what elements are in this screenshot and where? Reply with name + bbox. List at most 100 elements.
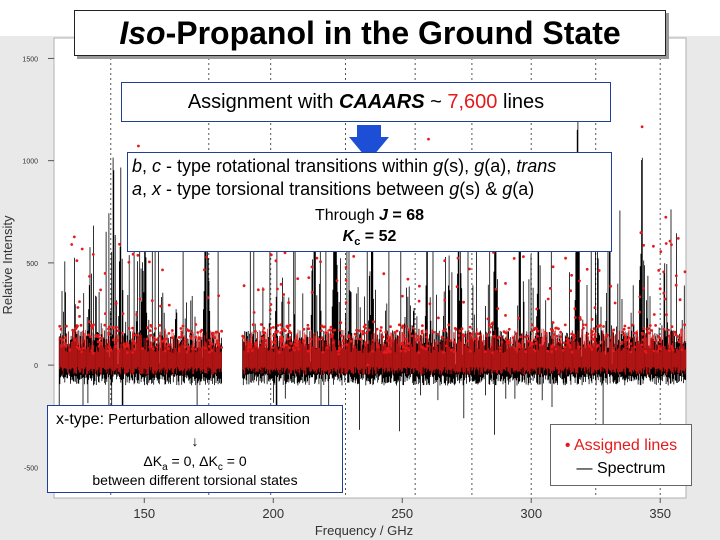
assigned-line-point (163, 349, 167, 353)
assigned-line-point (283, 251, 287, 255)
assigned-line-point (570, 350, 574, 354)
info-g: g (433, 156, 444, 176)
assigned-line-point (149, 333, 153, 337)
assigned-line-point (412, 326, 415, 330)
assigned-line-point (328, 328, 332, 332)
assigned-line-point (307, 276, 311, 279)
assigned-line-point (288, 323, 292, 327)
assigned-line-point (79, 323, 83, 327)
assigned-line-point (285, 337, 289, 341)
assigned-line-point (492, 335, 496, 338)
assigned-line-point (573, 307, 577, 311)
info-s: (s) & (459, 179, 503, 199)
info-k: K (342, 228, 355, 245)
assigned-line-point (261, 288, 265, 291)
assigned-line-point (256, 288, 260, 292)
assigned-line-point (570, 273, 573, 277)
assigned-line-point (339, 321, 343, 325)
assigned-line-point (465, 339, 469, 343)
info-sep: , (142, 179, 153, 199)
assigned-line-point (361, 330, 365, 333)
assigned-line-point (457, 334, 461, 337)
assigned-line-point (425, 335, 429, 339)
assigned-line-point (670, 344, 674, 348)
assigned-line-point (498, 346, 502, 349)
assigned-line-point (670, 243, 673, 247)
assigned-line-point (424, 330, 428, 333)
transitions-info-box: b, c - type rotational transitions withi… (127, 152, 612, 252)
assigned-line-point (664, 215, 668, 219)
assigned-line-point (568, 345, 572, 349)
assigned-line-point (393, 331, 397, 334)
assigned-line-point (283, 329, 287, 333)
assigned-line-point (251, 323, 255, 327)
assigned-line-point (88, 275, 91, 278)
assigned-line-point (496, 307, 500, 310)
assigned-line-point (444, 344, 448, 348)
assigned-line-point (342, 339, 345, 343)
assigned-line-point (109, 348, 113, 352)
assigned-line-point (468, 349, 472, 353)
assigned-line-point (60, 344, 64, 348)
assigned-line-point (546, 349, 550, 353)
assigned-line-point (116, 329, 120, 333)
assigned-line-point (276, 329, 279, 333)
assigned-line-point (533, 338, 537, 341)
assigned-line-point (662, 270, 666, 274)
assigned-line-point (269, 303, 273, 306)
assigned-line-point (148, 260, 151, 264)
assigned-line-point (644, 351, 648, 354)
assigned-line-point (150, 299, 154, 302)
info-sep: , (142, 156, 153, 176)
assigned-line-point (440, 335, 444, 339)
assigned-line-point (406, 277, 410, 281)
assigned-line-point (518, 345, 521, 349)
assigned-line-point (604, 335, 608, 339)
assigned-line-point (163, 337, 166, 341)
assigned-line-point (75, 324, 79, 327)
assigned-line-point (514, 332, 518, 336)
assigned-line-point (272, 334, 276, 338)
y-tick-label: -500 (24, 465, 38, 472)
assigned-line-point (489, 325, 493, 329)
assignment-text: Assignment with (187, 91, 340, 113)
assigned-line-point (677, 340, 681, 343)
assigned-line-point (623, 338, 627, 342)
title-iso: Iso (119, 15, 166, 51)
assigned-line-point (663, 297, 667, 301)
assigned-line-point (196, 331, 200, 334)
info-k-sub: c (354, 236, 361, 249)
assigned-line-point (564, 256, 567, 260)
assigned-line-point (344, 278, 348, 282)
assigned-line-point (177, 347, 181, 350)
info-x-type: x (152, 179, 162, 199)
assigned-line-point (593, 332, 597, 336)
assigned-line-point (120, 331, 124, 335)
assigned-line-point (212, 332, 215, 335)
assigned-line-point (473, 337, 477, 341)
assigned-line-point (529, 341, 533, 344)
assigned-line-point (552, 333, 556, 336)
assigned-line-point (621, 330, 624, 334)
assigned-line-point (417, 351, 421, 354)
assigned-line-point (376, 345, 380, 349)
assigned-line-point (190, 331, 194, 334)
assigned-line-point (108, 345, 112, 349)
assigned-line-point (262, 326, 266, 330)
assigned-line-point (177, 336, 181, 339)
assigned-line-point (612, 349, 615, 353)
assigned-line-point (572, 333, 576, 337)
assigned-line-point (291, 346, 295, 350)
assigned-line-point (297, 347, 300, 351)
assigned-line-point (282, 293, 286, 296)
assigned-line-point (385, 351, 389, 354)
y-axis-ticks: 1500 1000 500 0 -500 (22, 56, 54, 472)
assigned-line-point (329, 335, 333, 338)
assigned-line-point (337, 352, 341, 356)
assigned-line-point (443, 259, 447, 263)
assigned-line-point (114, 301, 118, 305)
assigned-line-point (591, 337, 594, 341)
assigned-line-point (167, 303, 171, 307)
assigned-line-point (512, 336, 516, 340)
assignment-unit: lines (497, 91, 545, 113)
